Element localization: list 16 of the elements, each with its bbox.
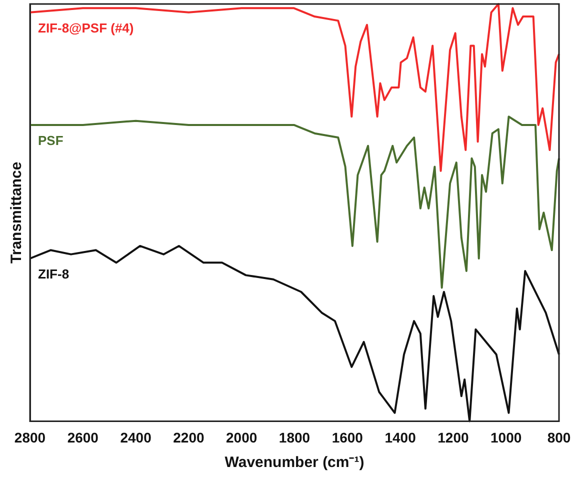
series-label: PSF [38, 133, 64, 148]
x-tick-label: 1600 [332, 429, 364, 446]
series-label: ZIF-8 [38, 266, 70, 282]
x-tick-label: 1800 [278, 429, 310, 446]
x-tick-label: 2600 [67, 429, 99, 446]
x-tick-label: 1000 [490, 429, 522, 446]
y-axis-title: Transmittance [8, 162, 26, 264]
x-tick-label: 2800 [14, 429, 46, 446]
x-tick-label: 800 [547, 429, 571, 446]
x-axis-title: Wavenumber (cm⁻¹) [224, 454, 364, 472]
x-tick-label: 2400 [120, 429, 152, 446]
x-tick-label: 1400 [384, 429, 416, 446]
series-label: ZIF-8@PSF (#4) [38, 20, 134, 36]
x-tick-label: 1200 [438, 429, 469, 446]
x-tick-label: 2000 [226, 429, 258, 446]
x-tick-label: 2200 [173, 429, 204, 446]
